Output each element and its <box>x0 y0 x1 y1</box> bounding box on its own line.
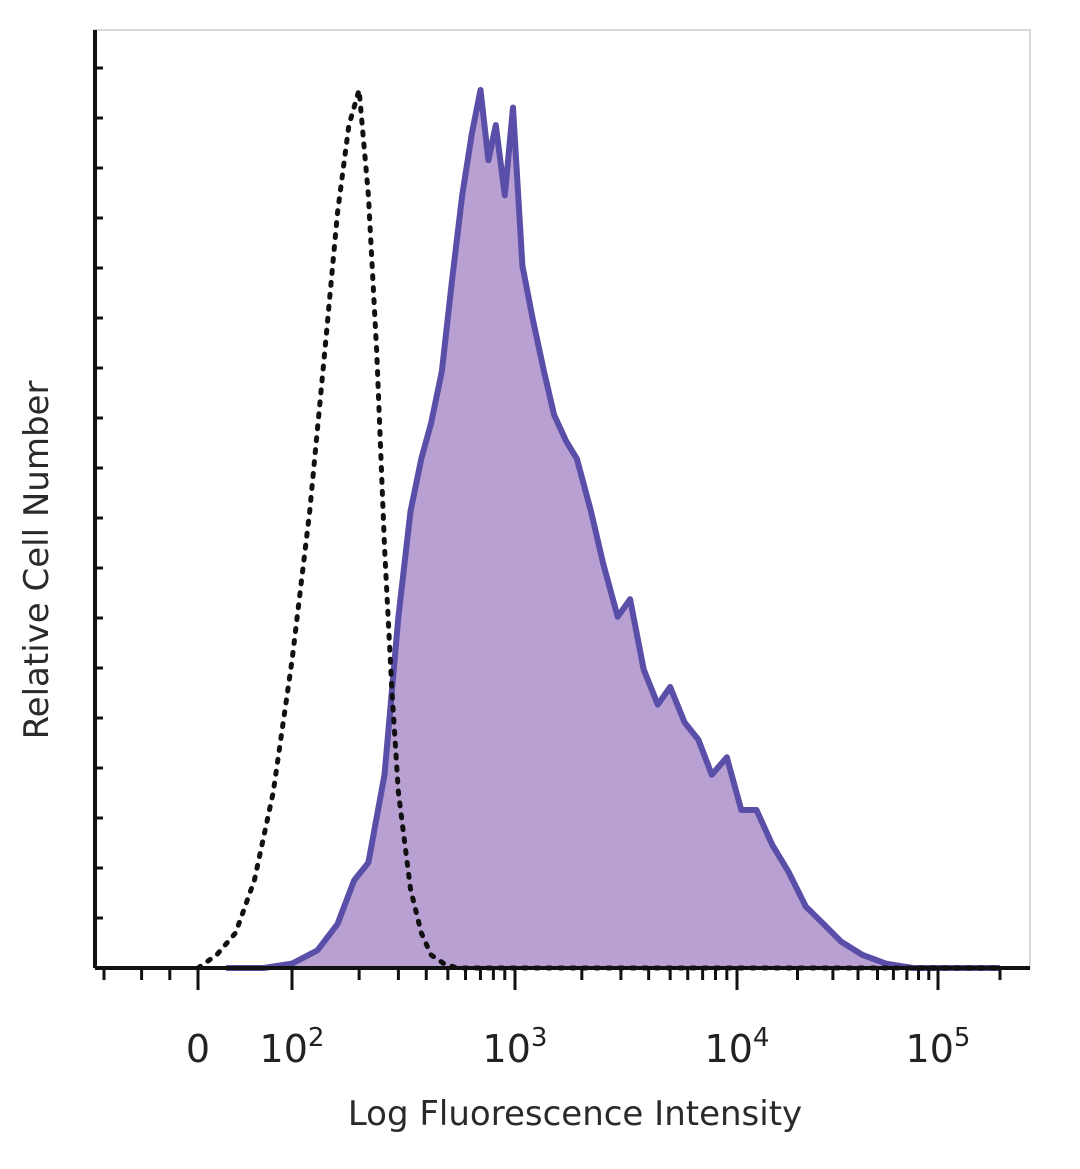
tick-label-base: 0 <box>186 1027 210 1071</box>
x-tick-label: 103 <box>483 1023 548 1071</box>
tick-label-base: 10 <box>260 1027 308 1071</box>
x-tick-label: 104 <box>705 1023 770 1071</box>
tick-label-exponent: 5 <box>954 1023 971 1053</box>
x-tick-labels: 0 102 103 104 105 <box>186 1023 971 1071</box>
tick-label-base: 10 <box>483 1027 531 1071</box>
tick-label-exponent: 3 <box>531 1023 548 1053</box>
stained-histogram-line <box>226 87 1000 971</box>
x-axis-title: Log Fluorescence Intensity <box>348 1094 802 1134</box>
x-tick-label: 102 <box>260 1023 325 1071</box>
plot-area <box>195 87 1003 971</box>
x-tick-label: 105 <box>906 1023 971 1071</box>
tick-label-base: 10 <box>705 1027 753 1071</box>
tick-label-base: 10 <box>906 1027 954 1071</box>
axes <box>93 29 1031 990</box>
y-axis-title: Relative Cell Number <box>17 381 57 740</box>
tick-label-exponent: 4 <box>753 1023 770 1053</box>
stained-histogram-fill <box>226 90 1000 968</box>
tick-label-exponent: 2 <box>308 1023 325 1053</box>
x-tick-label: 0 <box>186 1027 210 1071</box>
